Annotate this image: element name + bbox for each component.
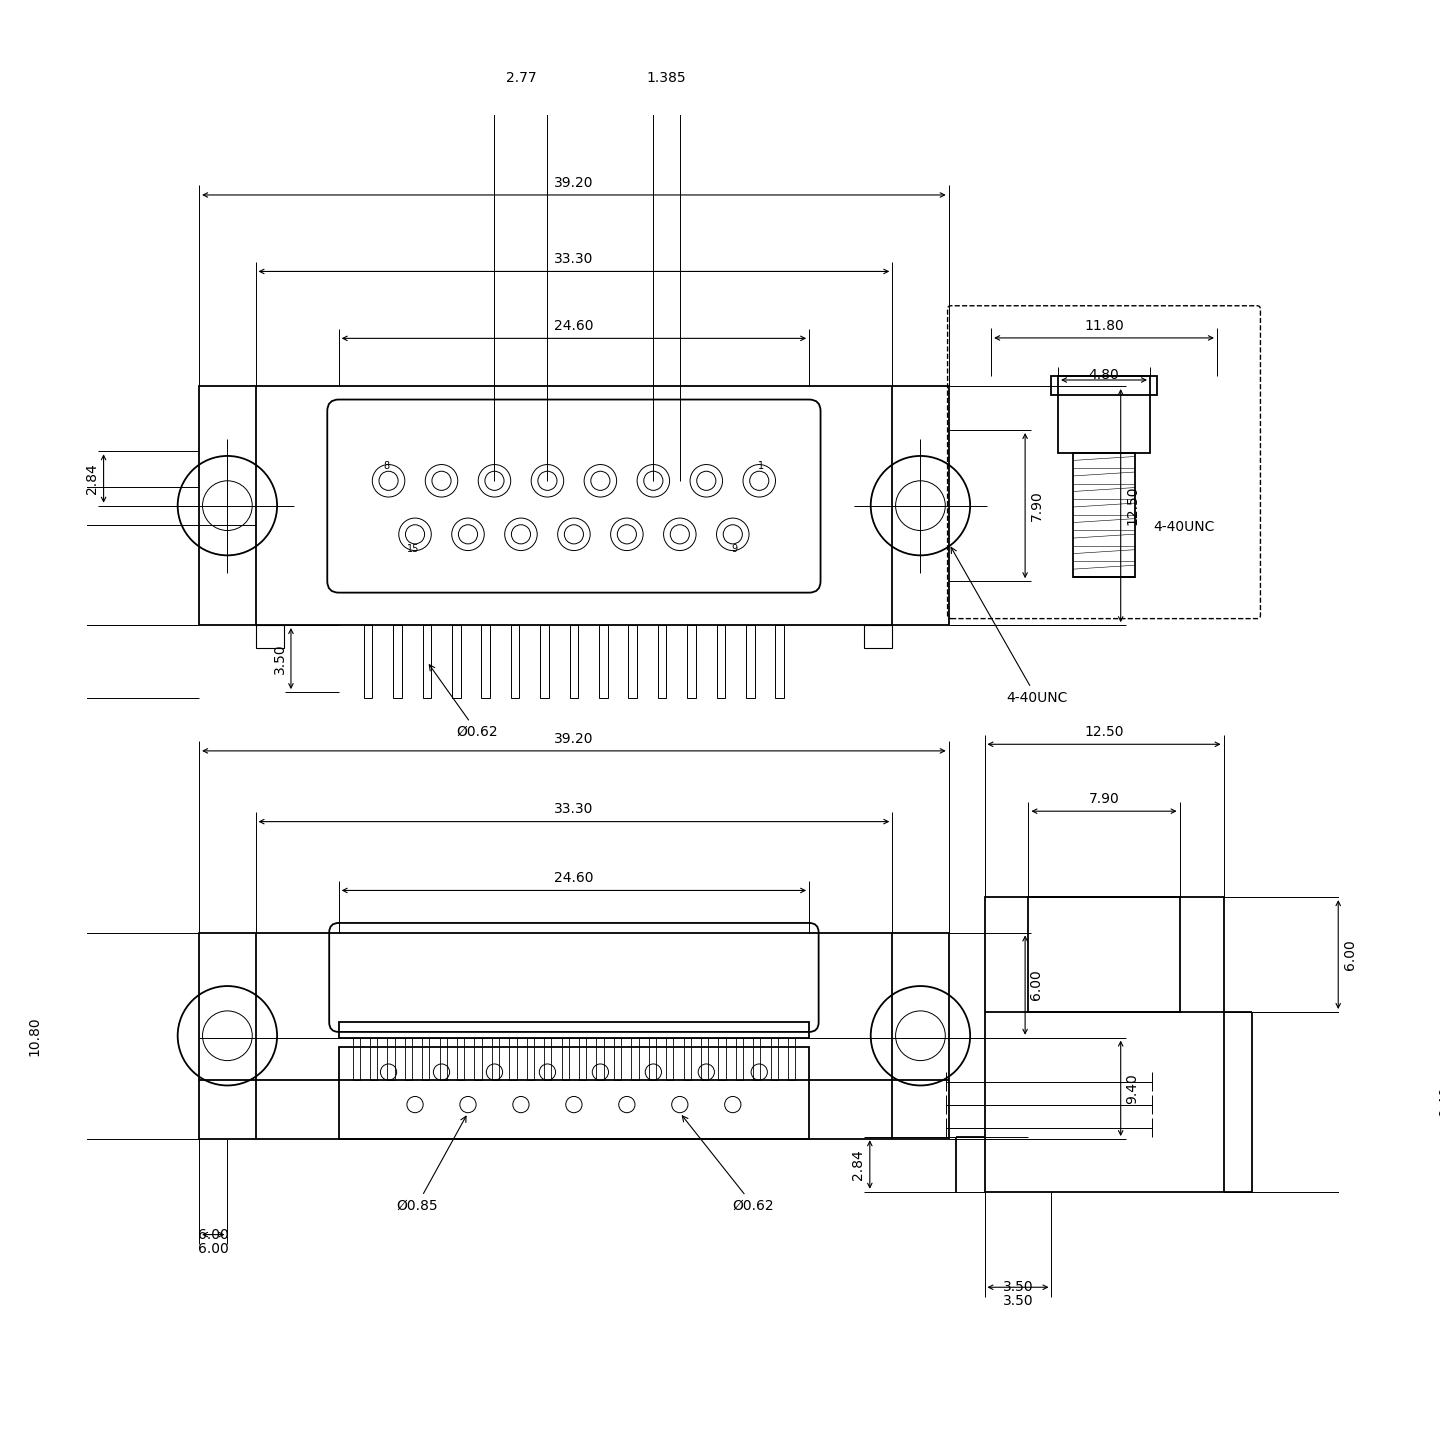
- Bar: [338, 1022, 809, 1038]
- Bar: [701, 1038, 708, 1080]
- Bar: [527, 1038, 534, 1080]
- Bar: [579, 1038, 586, 1080]
- Bar: [985, 897, 1224, 1192]
- Bar: [511, 625, 520, 698]
- Bar: [775, 625, 783, 698]
- Text: 12.50: 12.50: [1084, 726, 1123, 739]
- Bar: [370, 1038, 377, 1080]
- Text: 6.00: 6.00: [197, 1241, 229, 1256]
- Bar: [562, 1038, 569, 1080]
- Text: 9.40: 9.40: [1439, 1086, 1440, 1117]
- Bar: [422, 625, 431, 698]
- Bar: [452, 625, 461, 698]
- Bar: [631, 1038, 638, 1080]
- Bar: [1058, 376, 1151, 452]
- Text: 39.20: 39.20: [554, 732, 593, 746]
- Bar: [540, 625, 549, 698]
- Bar: [492, 1038, 500, 1080]
- Text: 8: 8: [383, 461, 390, 471]
- Bar: [770, 1038, 778, 1080]
- Text: 1.385: 1.385: [647, 71, 687, 85]
- Bar: [1051, 376, 1156, 395]
- Bar: [717, 625, 726, 698]
- Bar: [474, 1038, 482, 1080]
- Bar: [648, 1038, 657, 1080]
- Bar: [684, 1038, 691, 1080]
- Text: 12.50: 12.50: [1125, 485, 1139, 526]
- Text: 3.50: 3.50: [272, 644, 287, 674]
- Bar: [456, 1038, 464, 1080]
- Text: 33.30: 33.30: [554, 802, 593, 816]
- Bar: [199, 386, 949, 625]
- Bar: [596, 1038, 603, 1080]
- Bar: [199, 933, 949, 1139]
- Bar: [1073, 452, 1135, 577]
- Text: 2.84: 2.84: [851, 1149, 865, 1179]
- Bar: [570, 625, 579, 698]
- Bar: [255, 625, 284, 648]
- Bar: [658, 625, 667, 698]
- Bar: [1028, 897, 1179, 1012]
- Text: 9: 9: [732, 544, 737, 554]
- Bar: [628, 625, 636, 698]
- Text: 15: 15: [408, 544, 419, 554]
- Text: Ø0.62: Ø0.62: [683, 1116, 775, 1212]
- Text: 11.80: 11.80: [1084, 318, 1123, 333]
- Text: 6.00: 6.00: [197, 1227, 229, 1241]
- Bar: [387, 1038, 395, 1080]
- Text: 3.50: 3.50: [1002, 1295, 1034, 1308]
- Bar: [510, 1038, 517, 1080]
- Bar: [736, 1038, 743, 1080]
- Text: 24.60: 24.60: [554, 871, 593, 886]
- Bar: [788, 1038, 795, 1080]
- Text: 2.77: 2.77: [505, 71, 536, 85]
- Bar: [393, 625, 402, 698]
- Bar: [753, 1038, 760, 1080]
- Bar: [599, 625, 608, 698]
- Bar: [687, 625, 696, 698]
- Text: 4.00: 4.00: [0, 647, 4, 677]
- Text: 4-40UNC: 4-40UNC: [950, 547, 1067, 704]
- Bar: [405, 1038, 412, 1080]
- Bar: [353, 1038, 360, 1080]
- Text: 39.20: 39.20: [554, 176, 593, 190]
- Text: 24.60: 24.60: [554, 320, 593, 333]
- Bar: [338, 1047, 809, 1139]
- Bar: [439, 1038, 446, 1080]
- Text: 1: 1: [757, 461, 765, 471]
- Text: 33.30: 33.30: [554, 252, 593, 266]
- Bar: [746, 625, 755, 698]
- Bar: [481, 625, 490, 698]
- Bar: [667, 1038, 674, 1080]
- Bar: [544, 1038, 552, 1080]
- Bar: [864, 625, 893, 648]
- Text: 2.84: 2.84: [85, 464, 99, 494]
- Text: Ø0.62: Ø0.62: [429, 665, 498, 739]
- Text: 3.50: 3.50: [1002, 1280, 1034, 1295]
- Bar: [422, 1038, 429, 1080]
- Text: 6.00: 6.00: [1030, 969, 1044, 1001]
- Bar: [364, 625, 373, 698]
- Bar: [613, 1038, 621, 1080]
- Text: 7.90: 7.90: [1030, 490, 1044, 521]
- Text: 4-40UNC: 4-40UNC: [1153, 520, 1215, 534]
- Bar: [719, 1038, 726, 1080]
- Text: Ø0.85: Ø0.85: [396, 1116, 467, 1212]
- Text: 7.90: 7.90: [1089, 792, 1119, 806]
- Text: 9.40: 9.40: [1125, 1073, 1139, 1103]
- Text: 4.80: 4.80: [1089, 367, 1119, 382]
- Text: 10.80: 10.80: [27, 1017, 42, 1056]
- Text: 6.00: 6.00: [1342, 939, 1356, 971]
